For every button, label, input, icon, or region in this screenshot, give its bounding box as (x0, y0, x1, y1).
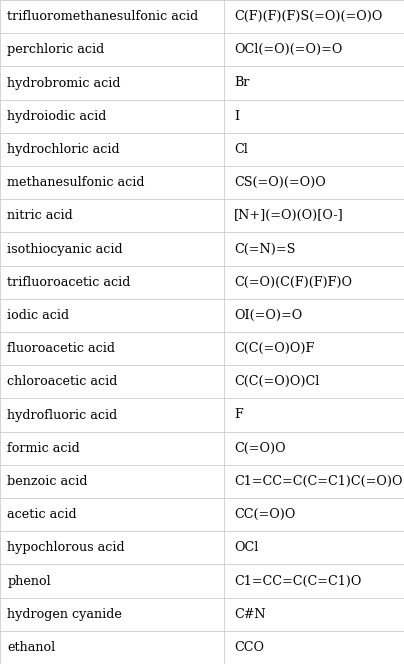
Text: isothiocyanic acid: isothiocyanic acid (7, 242, 123, 256)
Text: hydroiodic acid: hydroiodic acid (7, 110, 107, 123)
Text: perchloric acid: perchloric acid (7, 43, 105, 56)
Text: [N+](=O)(O)[O-]: [N+](=O)(O)[O-] (234, 209, 344, 222)
Text: iodic acid: iodic acid (7, 309, 69, 322)
Text: nitric acid: nitric acid (7, 209, 73, 222)
Text: hydrofluoric acid: hydrofluoric acid (7, 408, 118, 422)
Text: trifluoromethanesulfonic acid: trifluoromethanesulfonic acid (7, 10, 198, 23)
Text: phenol: phenol (7, 574, 51, 588)
Text: C(=O)(C(F)(F)F)O: C(=O)(C(F)(F)F)O (234, 276, 352, 289)
Text: chloroacetic acid: chloroacetic acid (7, 375, 118, 388)
Text: ethanol: ethanol (7, 641, 55, 654)
Text: CCO: CCO (234, 641, 264, 654)
Text: trifluoroacetic acid: trifluoroacetic acid (7, 276, 130, 289)
Text: hypochlorous acid: hypochlorous acid (7, 541, 125, 554)
Text: Br: Br (234, 76, 250, 90)
Text: Cl: Cl (234, 143, 248, 156)
Text: C(F)(F)(F)S(=O)(=O)O: C(F)(F)(F)S(=O)(=O)O (234, 10, 383, 23)
Text: C(=O)O: C(=O)O (234, 442, 286, 455)
Text: OI(=O)=O: OI(=O)=O (234, 309, 303, 322)
Text: C(C(=O)O)Cl: C(C(=O)O)Cl (234, 375, 320, 388)
Text: formic acid: formic acid (7, 442, 80, 455)
Text: C1=CC=C(C=C1)C(=O)O: C1=CC=C(C=C1)C(=O)O (234, 475, 403, 488)
Text: CC(=O)O: CC(=O)O (234, 508, 296, 521)
Text: F: F (234, 408, 243, 422)
Text: I: I (234, 110, 240, 123)
Text: hydrogen cyanide: hydrogen cyanide (7, 608, 122, 621)
Text: benzoic acid: benzoic acid (7, 475, 88, 488)
Text: OCl(=O)(=O)=O: OCl(=O)(=O)=O (234, 43, 343, 56)
Text: hydrobromic acid: hydrobromic acid (7, 76, 121, 90)
Text: C(=N)=S: C(=N)=S (234, 242, 296, 256)
Text: hydrochloric acid: hydrochloric acid (7, 143, 120, 156)
Text: C1=CC=C(C=C1)O: C1=CC=C(C=C1)O (234, 574, 362, 588)
Text: acetic acid: acetic acid (7, 508, 77, 521)
Text: fluoroacetic acid: fluoroacetic acid (7, 342, 115, 355)
Text: C(C(=O)O)F: C(C(=O)O)F (234, 342, 315, 355)
Text: OCl: OCl (234, 541, 259, 554)
Text: C#N: C#N (234, 608, 266, 621)
Text: methanesulfonic acid: methanesulfonic acid (7, 176, 145, 189)
Text: CS(=O)(=O)O: CS(=O)(=O)O (234, 176, 326, 189)
